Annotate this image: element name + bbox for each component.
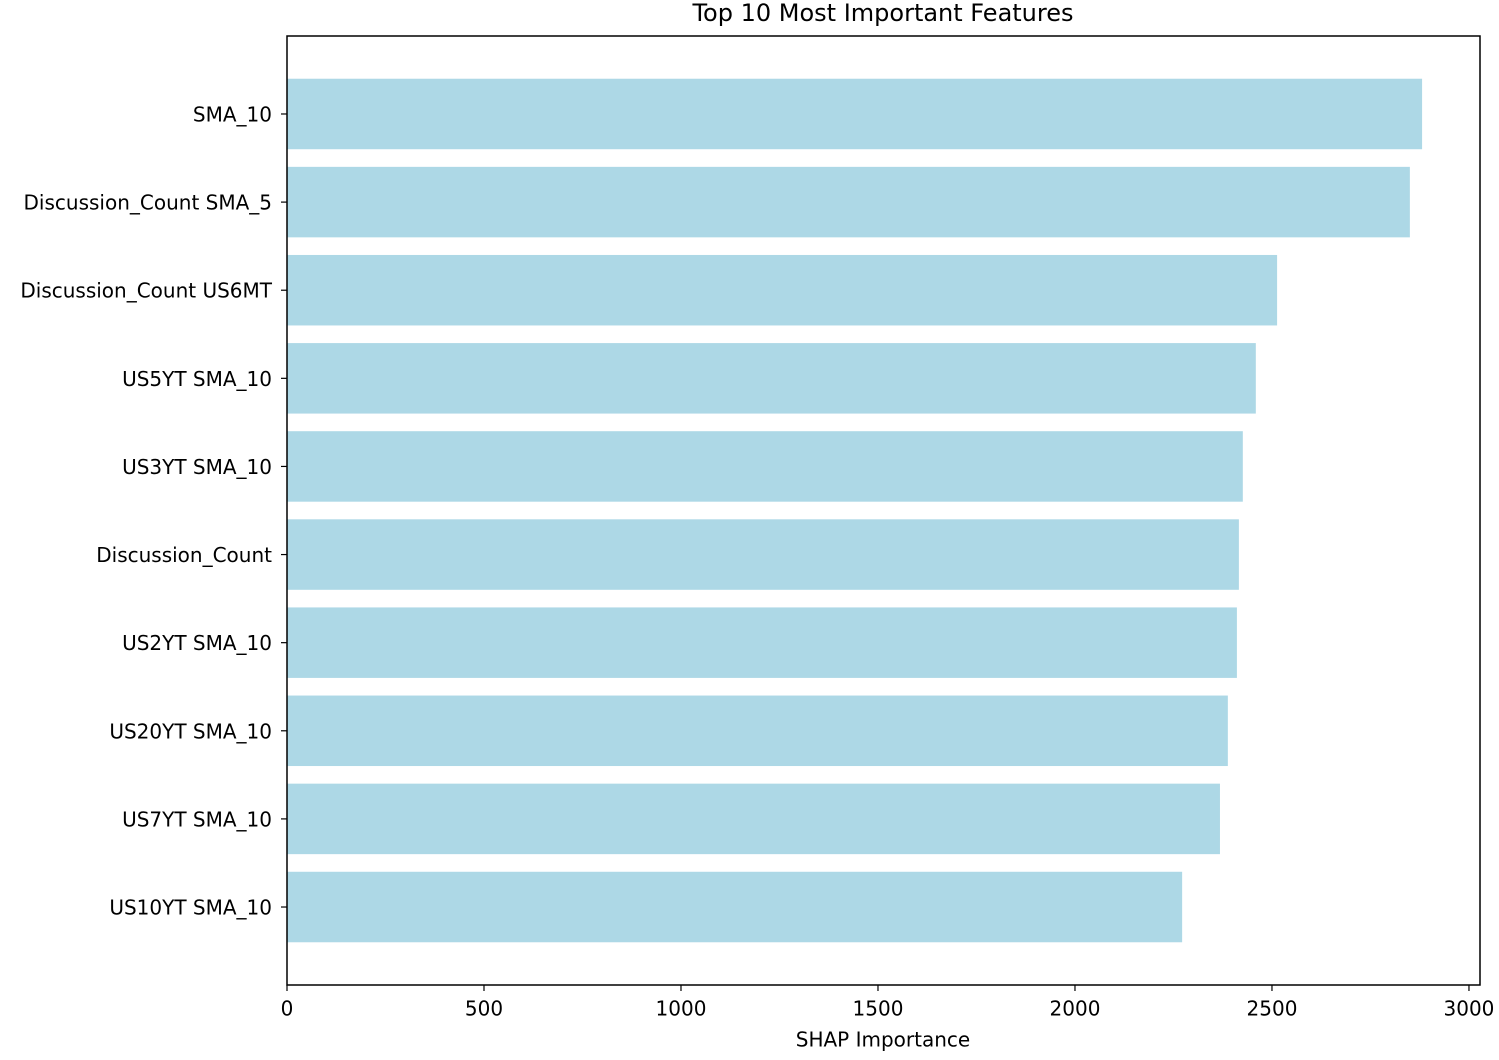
bar	[287, 78, 1423, 150]
bar	[287, 871, 1183, 943]
y-tick-label: Discussion_Count US6MT	[20, 279, 272, 303]
x-tick-label: 500	[465, 997, 503, 1021]
bar	[287, 519, 1239, 590]
plot-frame	[286, 35, 1481, 986]
bar	[287, 431, 1243, 502]
x-tick-label: 1500	[853, 997, 904, 1021]
x-tick-label: 0	[281, 997, 294, 1021]
bar	[287, 783, 1220, 855]
y-tick-label: US7YT SMA_10	[122, 807, 272, 831]
y-tick-label: Discussion_Count SMA_5	[24, 191, 272, 215]
x-tick-label: 2000	[1050, 997, 1101, 1021]
y-tick-label: US2YT SMA_10	[122, 631, 272, 655]
bar	[287, 254, 1278, 326]
bar	[287, 607, 1237, 678]
x-tick-label: 1000	[656, 997, 707, 1021]
x-axis-label: SHAP Importance	[796, 1028, 970, 1052]
y-tick-label: SMA_10	[193, 102, 272, 126]
bar	[287, 695, 1228, 767]
x-tick-label: 2500	[1247, 997, 1298, 1021]
y-tick-label: Discussion_Count	[96, 543, 272, 567]
x-tick-label: 3000	[1444, 997, 1495, 1021]
y-tick-label: US5YT SMA_10	[122, 367, 272, 391]
y-tick-label: US10YT SMA_10	[109, 896, 272, 920]
chart-title: Top 10 Most Important Features	[691, 0, 1073, 27]
y-tick-label: US3YT SMA_10	[122, 455, 272, 479]
bar	[287, 166, 1410, 238]
y-tick-label: US20YT SMA_10	[109, 719, 272, 743]
bar	[287, 343, 1256, 414]
